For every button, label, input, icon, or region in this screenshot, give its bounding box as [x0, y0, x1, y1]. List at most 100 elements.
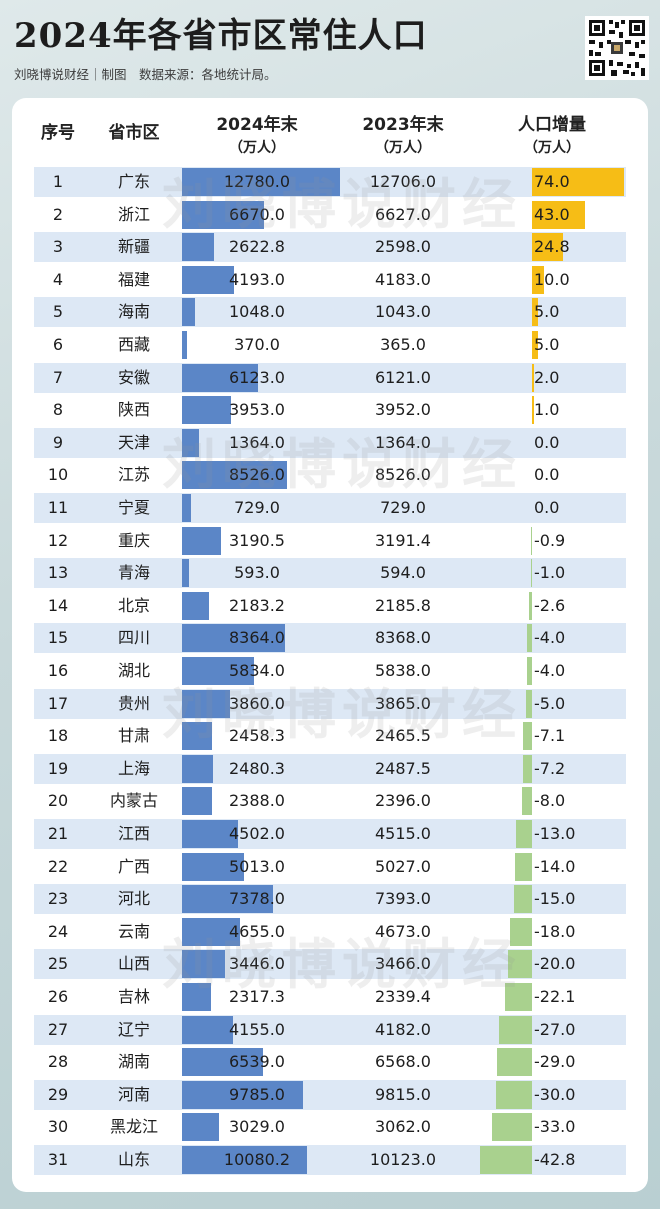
cell-increase: 0.0: [534, 465, 560, 485]
bar-pop2024: [182, 983, 211, 1011]
bar-pop2024: [182, 950, 225, 979]
table-row: 1 广东 12780.0 12706.0 74.0: [12, 167, 648, 197]
cell-increase: -13.0: [534, 824, 576, 843]
cell-increase: 43.0: [534, 204, 570, 224]
cell-pop2023: 7393.0: [375, 889, 431, 909]
cell-pop2024: 3860.0: [229, 693, 285, 713]
cell-increase: 74.0: [534, 172, 570, 191]
bar-increase: [499, 1015, 532, 1044]
bar-pop2024: [182, 331, 187, 359]
table-row: 3 新疆 2622.8 2598.0 24.8: [12, 232, 648, 263]
cell-rank: 14: [47, 595, 69, 615]
table-row: 29 河南 9785.0 9815.0 -30.0: [12, 1079, 648, 1110]
cell-region: 贵州: [117, 693, 150, 713]
bar-increase: [532, 298, 539, 327]
cell-increase: 1.0: [534, 400, 560, 420]
row-band: [34, 232, 626, 263]
bar-increase: [491, 1113, 532, 1142]
cell-pop2023: 3865.0: [375, 693, 431, 713]
table-row: 24 云南 4655.0 4673.0 -18.0: [12, 917, 648, 947]
qr-code-graphic: [585, 16, 649, 80]
cell-pop2023: 3062.0: [375, 1117, 431, 1137]
table-row: 12 重庆 3190.5 3191.4 -0.9: [12, 526, 648, 556]
cell-region: 江苏: [117, 465, 150, 485]
cell-increase: 5.0: [534, 335, 560, 354]
cell-pop2023: 1364.0: [375, 432, 431, 452]
table-row: 23 河北 7378.0 7393.0 -15.0: [12, 884, 648, 915]
cell-pop2023: 1043.0: [375, 302, 431, 322]
cell-rank: 6: [52, 335, 64, 354]
cell-region: 海南: [117, 302, 150, 322]
cell-pop2024: 3446.0: [229, 954, 285, 974]
table-row: 20 内蒙古 2388.0 2396.0 -8.0: [12, 786, 648, 816]
cell-region: 辽宁: [117, 1019, 150, 1039]
cell-increase: 10.0: [534, 269, 570, 289]
bar-increase: [513, 885, 532, 914]
cell-rank: 19: [47, 758, 69, 778]
bar-pop2024: [182, 1113, 220, 1142]
cell-pop2023: 2465.5: [375, 726, 431, 746]
cell-pop2023: 6627.0: [375, 204, 431, 224]
cell-pop2023: 5838.0: [375, 661, 431, 680]
bar-increase: [510, 917, 532, 946]
cell-rank: 25: [47, 954, 69, 974]
cell-region: 河北: [117, 889, 150, 909]
cell-pop2024: 8526.0: [229, 465, 285, 485]
header-rank: 序号: [41, 123, 75, 143]
cell-rank: 4: [52, 269, 64, 289]
cell-increase: -2.6: [534, 595, 566, 615]
cell-increase: -1.0: [534, 563, 566, 583]
bar-pop2024: [182, 787, 212, 816]
bar-increase: [532, 331, 539, 359]
table-row: 18 甘肃 2458.3 2465.5 -7.1: [12, 721, 648, 751]
cell-pop2023: 2396.0: [375, 791, 431, 811]
cell-pop2023: 2598.0: [375, 237, 431, 257]
header-increase: 人口增量 （万人）: [496, 110, 608, 157]
cell-pop2023: 3952.0: [375, 400, 431, 420]
bar-increase: [532, 363, 535, 392]
header-increase-unit: （万人）: [524, 140, 580, 156]
bar-increase: [530, 559, 532, 588]
bar-pop2024: [182, 233, 215, 262]
bar-pop2024: [182, 657, 255, 685]
cell-increase: -7.2: [534, 758, 566, 778]
bar-increase: [505, 983, 532, 1011]
header-increase-label: 人口增量: [518, 115, 586, 135]
cell-pop2023: 594.0: [380, 563, 426, 583]
bar-pop2024: [182, 526, 222, 555]
table-row: 25 山西 3446.0 3466.0 -20.0: [12, 949, 648, 980]
bar-increase: [507, 950, 532, 979]
cell-pop2024: 10080.2: [223, 1150, 291, 1169]
cell-pop2023: 12706.0: [369, 172, 437, 191]
bar-pop2024: [182, 1015, 234, 1044]
cell-increase: -42.8: [534, 1150, 576, 1169]
table-row: 17 贵州 3860.0 3865.0 -5.0: [12, 688, 648, 719]
bar-increase: [532, 168, 624, 196]
cell-region: 广西: [117, 856, 150, 876]
qr-code-icon[interactable]: [585, 16, 649, 80]
bar-increase: [532, 396, 534, 425]
table-row: 16 湖北 5834.0 5838.0 -4.0: [12, 656, 648, 686]
cell-region: 河南: [117, 1084, 150, 1104]
header-pop2023-unit: （万人）: [375, 140, 431, 156]
table-row: 13 青海 593.0 594.0 -1.0: [12, 558, 648, 589]
cell-pop2023: 2339.4: [375, 987, 431, 1006]
cell-increase: -0.9: [534, 530, 566, 550]
bar-pop2024: [182, 428, 199, 457]
table-row: 5 海南 1048.0 1043.0 5.0: [12, 297, 648, 328]
cell-increase: -27.0: [534, 1019, 576, 1039]
bar-pop2024: [182, 396, 231, 425]
bar-pop2024: [182, 917, 240, 946]
cell-rank: 20: [47, 791, 69, 811]
cell-region: 甘肃: [117, 726, 150, 746]
cell-pop2023: 4183.0: [375, 269, 431, 289]
cell-rank: 22: [47, 856, 69, 876]
table-row: 14 北京 2183.2 2185.8 -2.6: [12, 591, 648, 621]
cell-pop2024: 5834.0: [229, 661, 285, 680]
cell-rank: 29: [47, 1084, 69, 1104]
cell-pop2024: 12780.0: [223, 172, 291, 191]
row-band: [34, 362, 626, 393]
cell-pop2024: 2388.0: [229, 791, 285, 811]
table-header: 序号 省市区 2024年末 （万人） 2023年末 （万人） 人口增量 （万人）: [12, 98, 648, 166]
cell-region: 黑龙江: [109, 1117, 158, 1137]
